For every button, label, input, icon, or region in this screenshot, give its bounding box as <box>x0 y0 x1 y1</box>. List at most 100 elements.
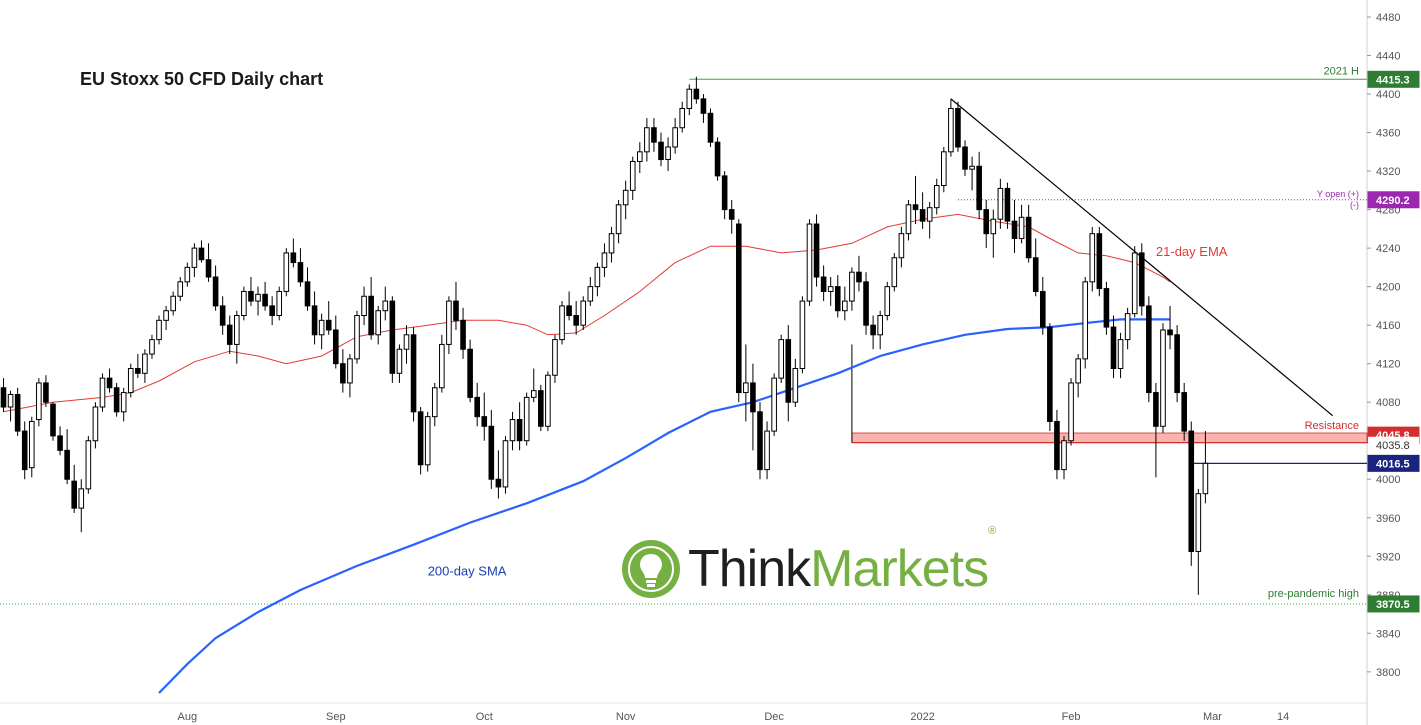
candle <box>898 226 905 268</box>
chart-title: EU Stoxx 50 CFD Daily chart <box>80 69 324 89</box>
candle-body <box>926 207 933 222</box>
x-tick-label: Dec <box>764 711 784 723</box>
resistance-zone <box>851 432 1368 444</box>
candle-body <box>905 204 912 235</box>
candle-body <box>884 286 891 317</box>
candle-body <box>615 204 622 235</box>
candle-body <box>629 160 636 191</box>
resistance-label: Resistance <box>1305 420 1359 432</box>
candle-body <box>99 377 106 408</box>
candle-body <box>969 165 975 170</box>
y-tick-label: 4000 <box>1376 474 1400 486</box>
candle-body <box>651 127 657 143</box>
candle <box>241 286 247 321</box>
candle <box>234 310 240 364</box>
candle-body <box>269 305 275 317</box>
candle-body <box>516 419 523 442</box>
x-tick-label: Feb <box>1062 711 1081 723</box>
candle-body <box>580 300 587 326</box>
candle <box>481 392 488 441</box>
candle-body <box>721 175 728 211</box>
candle-body <box>36 382 42 421</box>
candle-body <box>347 358 353 384</box>
sma-line <box>158 318 1170 694</box>
candle-body <box>877 315 883 336</box>
candle <box>361 286 367 326</box>
chart-frame <box>0 0 1368 725</box>
candle <box>891 252 898 292</box>
candle-body <box>142 353 148 374</box>
candle <box>71 464 78 513</box>
candle <box>714 137 721 181</box>
candle <box>311 291 318 345</box>
candle <box>347 354 353 398</box>
time-axis: Aug Sep Oct Nov Dec 2022 Feb Mar 14 <box>178 711 1290 723</box>
candle <box>750 363 756 451</box>
candle-body <box>608 233 615 254</box>
candle-body <box>820 276 827 292</box>
candle <box>842 286 848 321</box>
price-label-text: 4016.5 <box>1376 458 1410 470</box>
candle-body <box>601 252 608 268</box>
candle-body <box>559 305 565 341</box>
candle <box>1131 246 1138 318</box>
candle <box>870 315 876 350</box>
annotation-layer: 2021 H Y open (+)(-) Resistance pre-pandemi… <box>428 65 1359 600</box>
candle-body <box>219 305 226 326</box>
candle-body <box>120 392 127 413</box>
candle-body <box>1011 220 1018 239</box>
candle-body <box>50 403 56 437</box>
candle <box>983 199 990 249</box>
candle <box>1096 226 1103 297</box>
candle <box>1188 421 1195 566</box>
candle-body <box>325 319 332 331</box>
candle <box>184 262 191 287</box>
candle <box>538 384 544 432</box>
candle <box>269 296 275 326</box>
candle <box>276 286 283 321</box>
candle <box>757 402 763 480</box>
resistance-zone-layer <box>851 344 1368 444</box>
ema-label: 21-day EMA <box>1156 244 1228 259</box>
candle-body <box>212 276 219 307</box>
y-tick-label: 3840 <box>1376 628 1400 640</box>
candle <box>340 349 346 393</box>
candle <box>622 180 629 220</box>
candle <box>389 296 396 383</box>
price-label: 4035.8 <box>1368 436 1419 453</box>
candle-body <box>1061 440 1067 471</box>
candle-body <box>594 266 601 288</box>
candle <box>446 296 452 355</box>
candle <box>997 178 1004 229</box>
pre-pandemic-high-label: pre-pandemic high <box>1268 588 1359 600</box>
candle-body <box>813 223 820 278</box>
candle-body <box>573 315 579 326</box>
price-label-box <box>1367 595 1420 613</box>
candle-body <box>728 209 735 220</box>
candle <box>905 199 912 241</box>
candle-body <box>85 440 92 490</box>
y-tick-label: 4120 <box>1376 359 1400 371</box>
candle <box>919 192 926 229</box>
candle <box>721 171 728 220</box>
logo-registered: ® <box>988 525 996 537</box>
candle-body <box>955 107 961 148</box>
candle <box>1054 409 1060 480</box>
candle-body <box>446 300 452 345</box>
candle <box>948 98 954 157</box>
candle-body <box>283 252 290 292</box>
candle-body <box>276 290 283 317</box>
candle <box>1011 199 1018 253</box>
candle-body <box>1032 257 1039 292</box>
candle <box>424 411 431 472</box>
price-label-text: 4290.2 <box>1376 195 1410 207</box>
candle-body <box>983 209 990 235</box>
candle <box>1068 378 1074 446</box>
candle <box>813 214 820 287</box>
candle-body <box>849 271 855 302</box>
y-tick-label: 4080 <box>1376 397 1400 409</box>
candle <box>283 248 290 297</box>
price-axis: 3800384038803920396040004040408041204160… <box>1367 12 1420 679</box>
candle-body <box>1047 326 1053 422</box>
candle-body <box>163 310 169 321</box>
